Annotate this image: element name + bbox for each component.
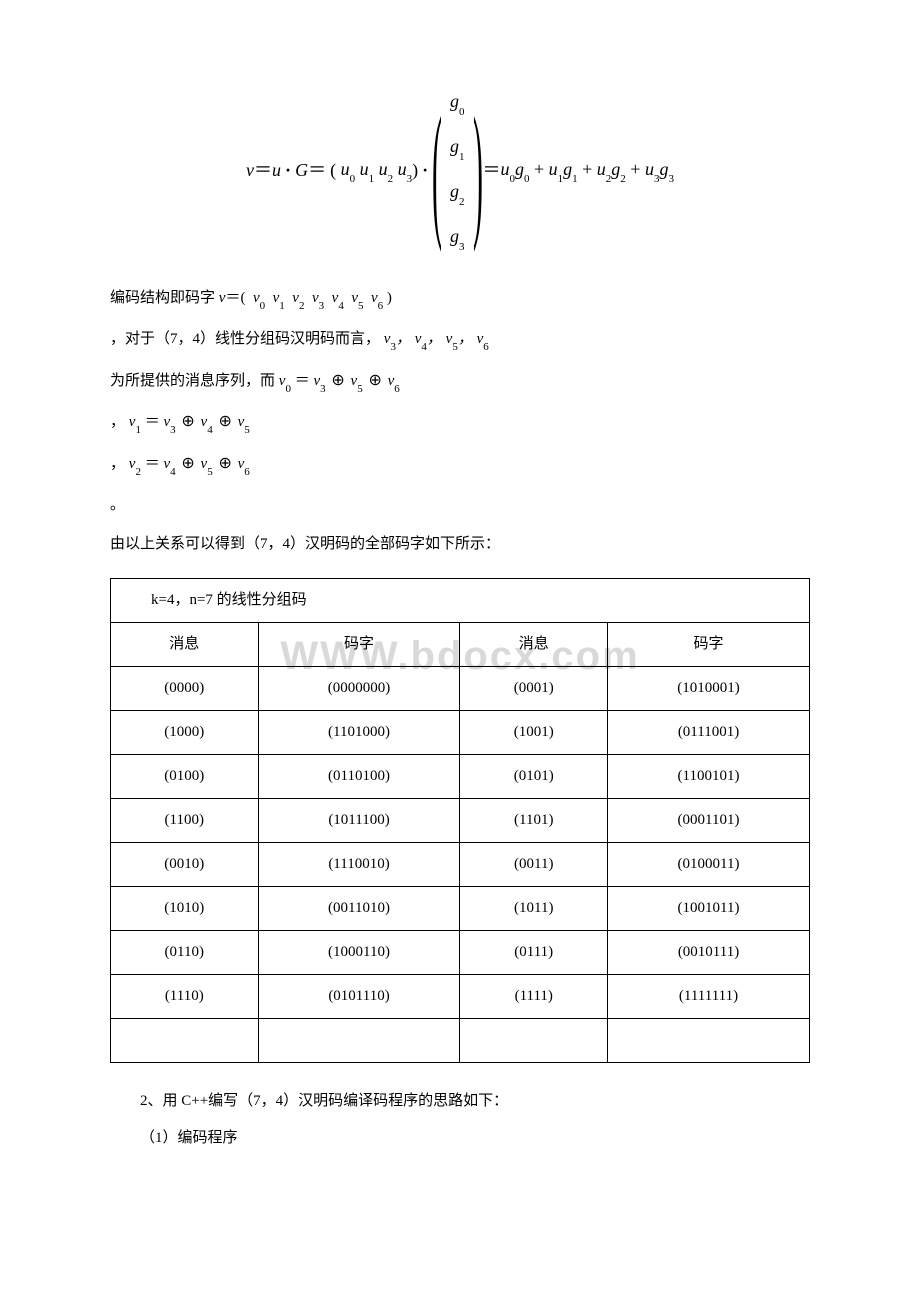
g1: g1	[450, 126, 465, 168]
eq-dot2: ·	[418, 154, 432, 186]
hamming-note: ，对于（7，4）线性分组码汉明码而言， v3， v4， v5， v6	[110, 326, 810, 355]
prefix4: ，	[110, 414, 125, 430]
g2: g2	[450, 171, 465, 213]
eq-sign1: ＝	[254, 154, 272, 186]
v0-eq: v0 ＝ v3 ⊕ v5 ⊕ v6	[279, 373, 400, 389]
table-row: (1000)(1101000)(1001)(0111001)	[111, 710, 810, 754]
table-cell: (1011100)	[258, 798, 460, 842]
hamming-table: k=4，n=7 的线性分组码 消息 码字 消息 码字 (0000)(000000…	[110, 578, 810, 1063]
eq-u: u	[272, 154, 281, 186]
message-seq: 为所提供的消息序列，而 v0 ＝ v3 ⊕ v5 ⊕ v6	[110, 367, 810, 397]
matrix-close: )	[473, 103, 483, 238]
table-cell: (1010001)	[608, 666, 810, 710]
table-row: (1010)(0011010)(1011)(1001011)	[111, 886, 810, 930]
table-cell: (0111001)	[608, 710, 810, 754]
v2-eq: v2 ＝ v4 ⊕ v5 ⊕ v6	[129, 456, 250, 472]
table-cell: (0110)	[111, 930, 259, 974]
table-cell: (1100)	[111, 798, 259, 842]
hdr-code2: 码字	[608, 622, 810, 666]
eq-sign2: ＝	[308, 154, 326, 186]
table-cell: (0010111)	[608, 930, 810, 974]
g0: g0	[450, 81, 465, 123]
v1-line: ， v1 ＝ v3 ⊕ v4 ⊕ v5	[110, 408, 810, 438]
table-cell: (0000000)	[258, 666, 460, 710]
v3-v6: v3， v4， v5， v6	[384, 331, 489, 347]
table-cell: (0100011)	[608, 842, 810, 886]
table-cell: (0110100)	[258, 754, 460, 798]
section-2: 2、用 C++编写（7，4）汉明码编译码程序的思路如下：	[110, 1088, 810, 1115]
table-title-row: k=4，n=7 的线性分组码	[111, 578, 810, 622]
hdr-code1: 码字	[258, 622, 460, 666]
eq-u1: u1	[355, 153, 374, 187]
table-row	[111, 1018, 810, 1062]
eq-sign3: ＝	[482, 154, 500, 186]
codeword-structure: 编码结构即码字 v＝( v0 v1 v2 v3 v4 v5 v6 )	[110, 285, 810, 314]
eq-v: v	[246, 154, 254, 186]
table-cell: (1001011)	[608, 886, 810, 930]
table-cell: (0101)	[460, 754, 608, 798]
table-cell: (0010)	[111, 842, 259, 886]
table-cell: (0111)	[460, 930, 608, 974]
table-row: (0000)(0000000)(0001)(1010001)	[111, 666, 810, 710]
table-cell	[258, 1018, 460, 1062]
conclusion: 由以上关系可以得到（7，4）汉明码的全部码字如下所示：	[110, 531, 810, 558]
v-vector: v＝( v0 v1 v2 v3 v4 v5 v6 )	[219, 290, 392, 306]
table-header-row: 消息 码字 消息 码字	[111, 622, 810, 666]
table-cell: (0100)	[111, 754, 259, 798]
prefix2: ，对于（7，4）线性分组码汉明码而言，	[110, 331, 380, 347]
table-cell: (0011010)	[258, 886, 460, 930]
table-cell: (1100101)	[608, 754, 810, 798]
v2-line: ， v2 ＝ v4 ⊕ v5 ⊕ v6	[110, 450, 810, 480]
table-cell: (0001101)	[608, 798, 810, 842]
eq-rhs: u0g0 + u1g1 + u2g2 + u3g3	[500, 153, 673, 187]
table-cell: (0101110)	[258, 974, 460, 1018]
eq-dot1: ·	[281, 154, 295, 186]
table-cell: (1000)	[111, 710, 259, 754]
table-cell: (1111111)	[608, 974, 810, 1018]
table-row: (0100)(0110100)(0101)(1100101)	[111, 754, 810, 798]
eq-u0: u0	[336, 153, 355, 187]
table-row: (1100)(1011100)(1101)(0001101)	[111, 798, 810, 842]
table-cell	[460, 1018, 608, 1062]
g3: g3	[450, 216, 465, 258]
table-cell: (1110)	[111, 974, 259, 1018]
table-row: (0110)(1000110)(0111)(0010111)	[111, 930, 810, 974]
equation-vug: v ＝ u · G ＝ ( u0 u1 u2 u3 ) · ( g0 g1 g2…	[110, 80, 810, 260]
table-cell: (1101)	[460, 798, 608, 842]
table-cell: (0001)	[460, 666, 608, 710]
table-cell: (0000)	[111, 666, 259, 710]
table-row: (1110)(0101110)(1111)(1111111)	[111, 974, 810, 1018]
prefix5: ，	[110, 456, 125, 472]
table-cell	[608, 1018, 810, 1062]
prefix1: 编码结构即码字	[110, 290, 215, 306]
matrix-open: (	[432, 103, 442, 238]
eq-u2: u2	[374, 153, 393, 187]
eq-u3: u3	[393, 153, 412, 187]
eq-G: G	[295, 154, 308, 186]
hdr-msg1: 消息	[111, 622, 259, 666]
prefix3: 为所提供的消息序列，而	[110, 373, 275, 389]
period: 。	[110, 492, 810, 519]
v1-eq: v1 ＝ v3 ⊕ v4 ⊕ v5	[129, 414, 250, 430]
subitem-1: （1）编码程序	[110, 1125, 810, 1152]
table-cell: (1001)	[460, 710, 608, 754]
table-row: (0010)(1110010)(0011)(0100011)	[111, 842, 810, 886]
table-cell: (1011)	[460, 886, 608, 930]
table-cell: (1111)	[460, 974, 608, 1018]
table-cell: (0011)	[460, 842, 608, 886]
hdr-msg2: 消息	[460, 622, 608, 666]
table-cell: (1010)	[111, 886, 259, 930]
table-title: k=4，n=7 的线性分组码	[111, 578, 810, 622]
matrix-g: g0 g1 g2 g3	[442, 80, 473, 260]
eq-open1: (	[326, 154, 336, 186]
table-cell: (1101000)	[258, 710, 460, 754]
table-cell	[111, 1018, 259, 1062]
table-cell: (1000110)	[258, 930, 460, 974]
table-cell: (1110010)	[258, 842, 460, 886]
